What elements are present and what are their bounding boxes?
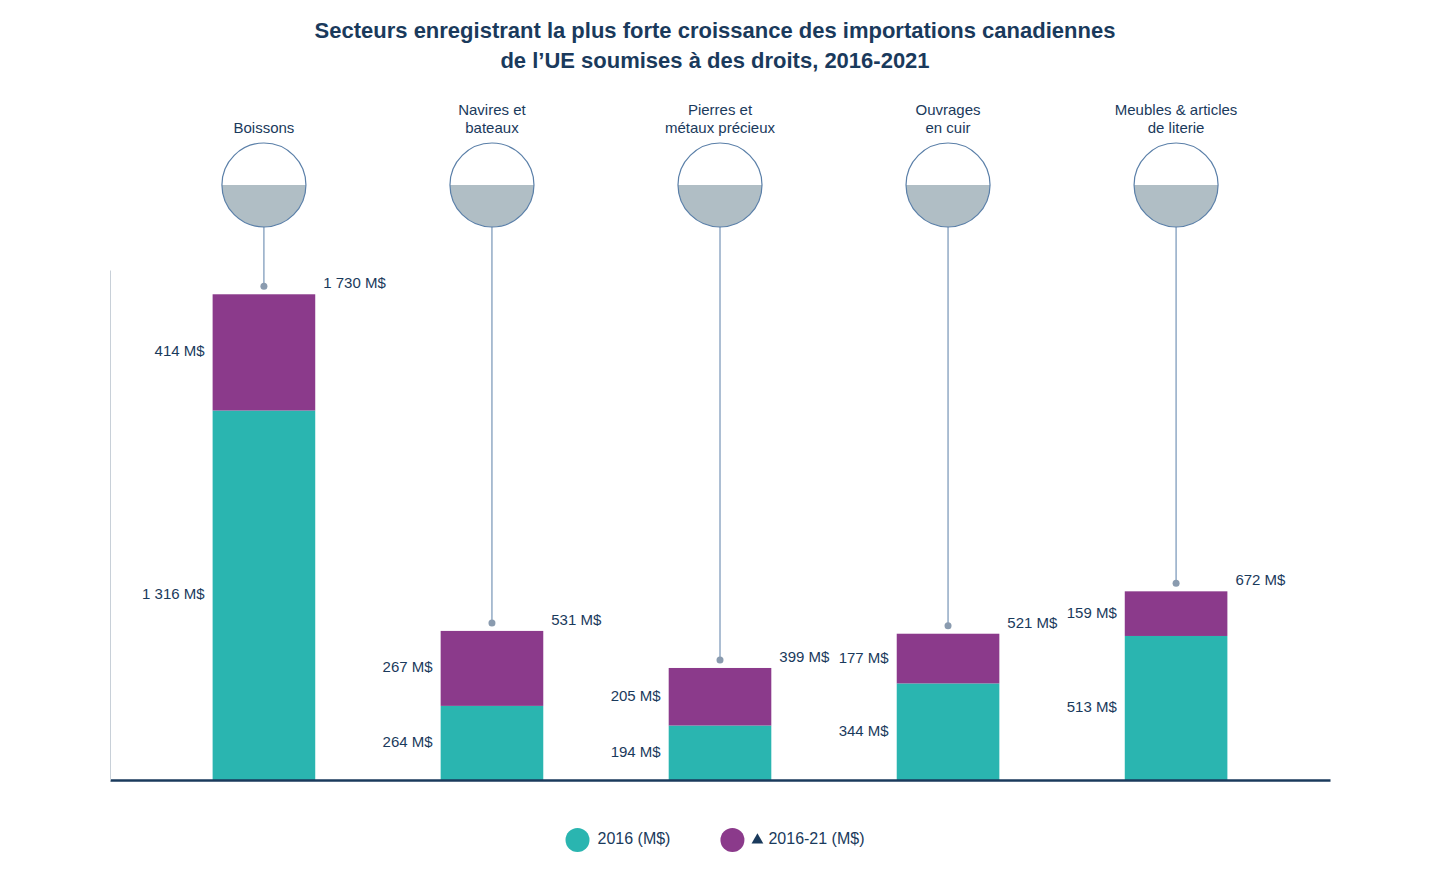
- icons: [222, 143, 1218, 663]
- data-label: 513 M$: [1067, 698, 1118, 715]
- category-label: Navires etbateaux: [458, 101, 526, 136]
- data-label: 159 M$: [1067, 604, 1118, 621]
- legend-swatch: [566, 828, 590, 852]
- total-dot: [945, 622, 952, 629]
- text-line: Ouvrages: [916, 101, 981, 118]
- data-label: 194 M$: [611, 743, 662, 760]
- total-dot: [1173, 580, 1180, 587]
- bar: [669, 668, 772, 726]
- text-line: en cuir: [926, 119, 971, 136]
- category-label: Boissons: [233, 119, 294, 136]
- total-dot: [717, 656, 724, 663]
- text-line: de l’UE soumises à des droits, 2016-2021: [500, 48, 929, 73]
- bar: [1125, 636, 1228, 780]
- data-label: 264 M$: [383, 733, 434, 750]
- icon-border: [450, 143, 534, 227]
- data-label: 414 M$: [155, 342, 206, 359]
- data-label: 205 M$: [611, 687, 662, 704]
- icon-top: [222, 143, 306, 185]
- total-label: 1 730 M$: [323, 274, 386, 291]
- text-line: Navires et: [458, 101, 526, 118]
- bar: [441, 706, 544, 780]
- x-axis: [111, 780, 1331, 781]
- data-label: 177 M$: [839, 649, 890, 666]
- connector: [1176, 227, 1177, 583]
- text-line: métaux précieux: [665, 119, 776, 136]
- x-axis-line: [111, 779, 1331, 782]
- data-label: 267 M$: [383, 658, 434, 675]
- icon-top: [678, 143, 762, 185]
- connector: [720, 227, 721, 660]
- text-line: Pierres et: [688, 101, 753, 118]
- icon-border: [222, 143, 306, 227]
- icon: [222, 143, 306, 227]
- bar: [669, 726, 772, 780]
- icon-border: [906, 143, 990, 227]
- y-axis: [110, 271, 111, 781]
- icon-bottom: [906, 185, 990, 227]
- category-label: Meubles & articlesde literie: [1115, 101, 1238, 136]
- category-label: Pierres etmétaux précieux: [665, 101, 776, 136]
- data-label: 344 M$: [839, 722, 890, 739]
- bar: [897, 634, 1000, 684]
- legend-triangle: [752, 833, 764, 843]
- icon-top: [1134, 143, 1218, 185]
- total-label: 399 M$: [779, 648, 830, 665]
- icon-border: [1134, 143, 1218, 227]
- text-line: Boissons: [233, 119, 294, 136]
- legend-item: 2016 (M$): [566, 828, 671, 852]
- icon-border: [678, 143, 762, 227]
- chart: Secteurs enregistrant la plus forte croi…: [0, 0, 1430, 874]
- icon-bottom: [222, 185, 306, 227]
- bar: [213, 294, 316, 410]
- text-line: de literie: [1148, 119, 1205, 136]
- title: Secteurs enregistrant la plus forte croi…: [315, 18, 1116, 73]
- total-dot: [260, 283, 267, 290]
- data-labels: 1 316 M$ 264 M$ 194 M$ 344 M$ 513 M$ 414 M$ 26…: [142, 274, 1286, 759]
- icon: [1134, 143, 1218, 227]
- icon-bottom: [1134, 185, 1218, 227]
- icon-bottom: [450, 185, 534, 227]
- text-line: Secteurs enregistrant la plus forte croi…: [315, 18, 1116, 43]
- connector: [263, 227, 264, 286]
- legend-swatch: [720, 828, 744, 852]
- data-label: 1 316 M$: [142, 585, 205, 602]
- legend: 2016 (M$) 2016-21 (M$): [566, 828, 865, 852]
- icon: [450, 143, 534, 227]
- legend-label: 2016 (M$): [598, 830, 671, 847]
- total-label: 531 M$: [551, 611, 602, 628]
- category-label: Ouvragesen cuir: [916, 101, 981, 136]
- bar: [213, 411, 316, 780]
- y-axis-line: [110, 271, 111, 781]
- text-line: bateaux: [465, 119, 519, 136]
- legend-label: 2016-21 (M$): [768, 830, 864, 847]
- connector: [948, 227, 949, 626]
- text-line: Meubles & articles: [1115, 101, 1238, 118]
- bar: [897, 683, 1000, 780]
- connector: [491, 227, 492, 623]
- bar: [441, 631, 544, 706]
- icon-top: [906, 143, 990, 185]
- icon-top: [450, 143, 534, 185]
- legend-item: 2016-21 (M$): [720, 828, 864, 852]
- total-label: 672 M$: [1235, 571, 1286, 588]
- bar: [1125, 591, 1228, 636]
- icon: [678, 143, 762, 227]
- total-label: 521 M$: [1007, 614, 1058, 631]
- total-dot: [488, 619, 495, 626]
- icon-bottom: [678, 185, 762, 227]
- icon: [906, 143, 990, 227]
